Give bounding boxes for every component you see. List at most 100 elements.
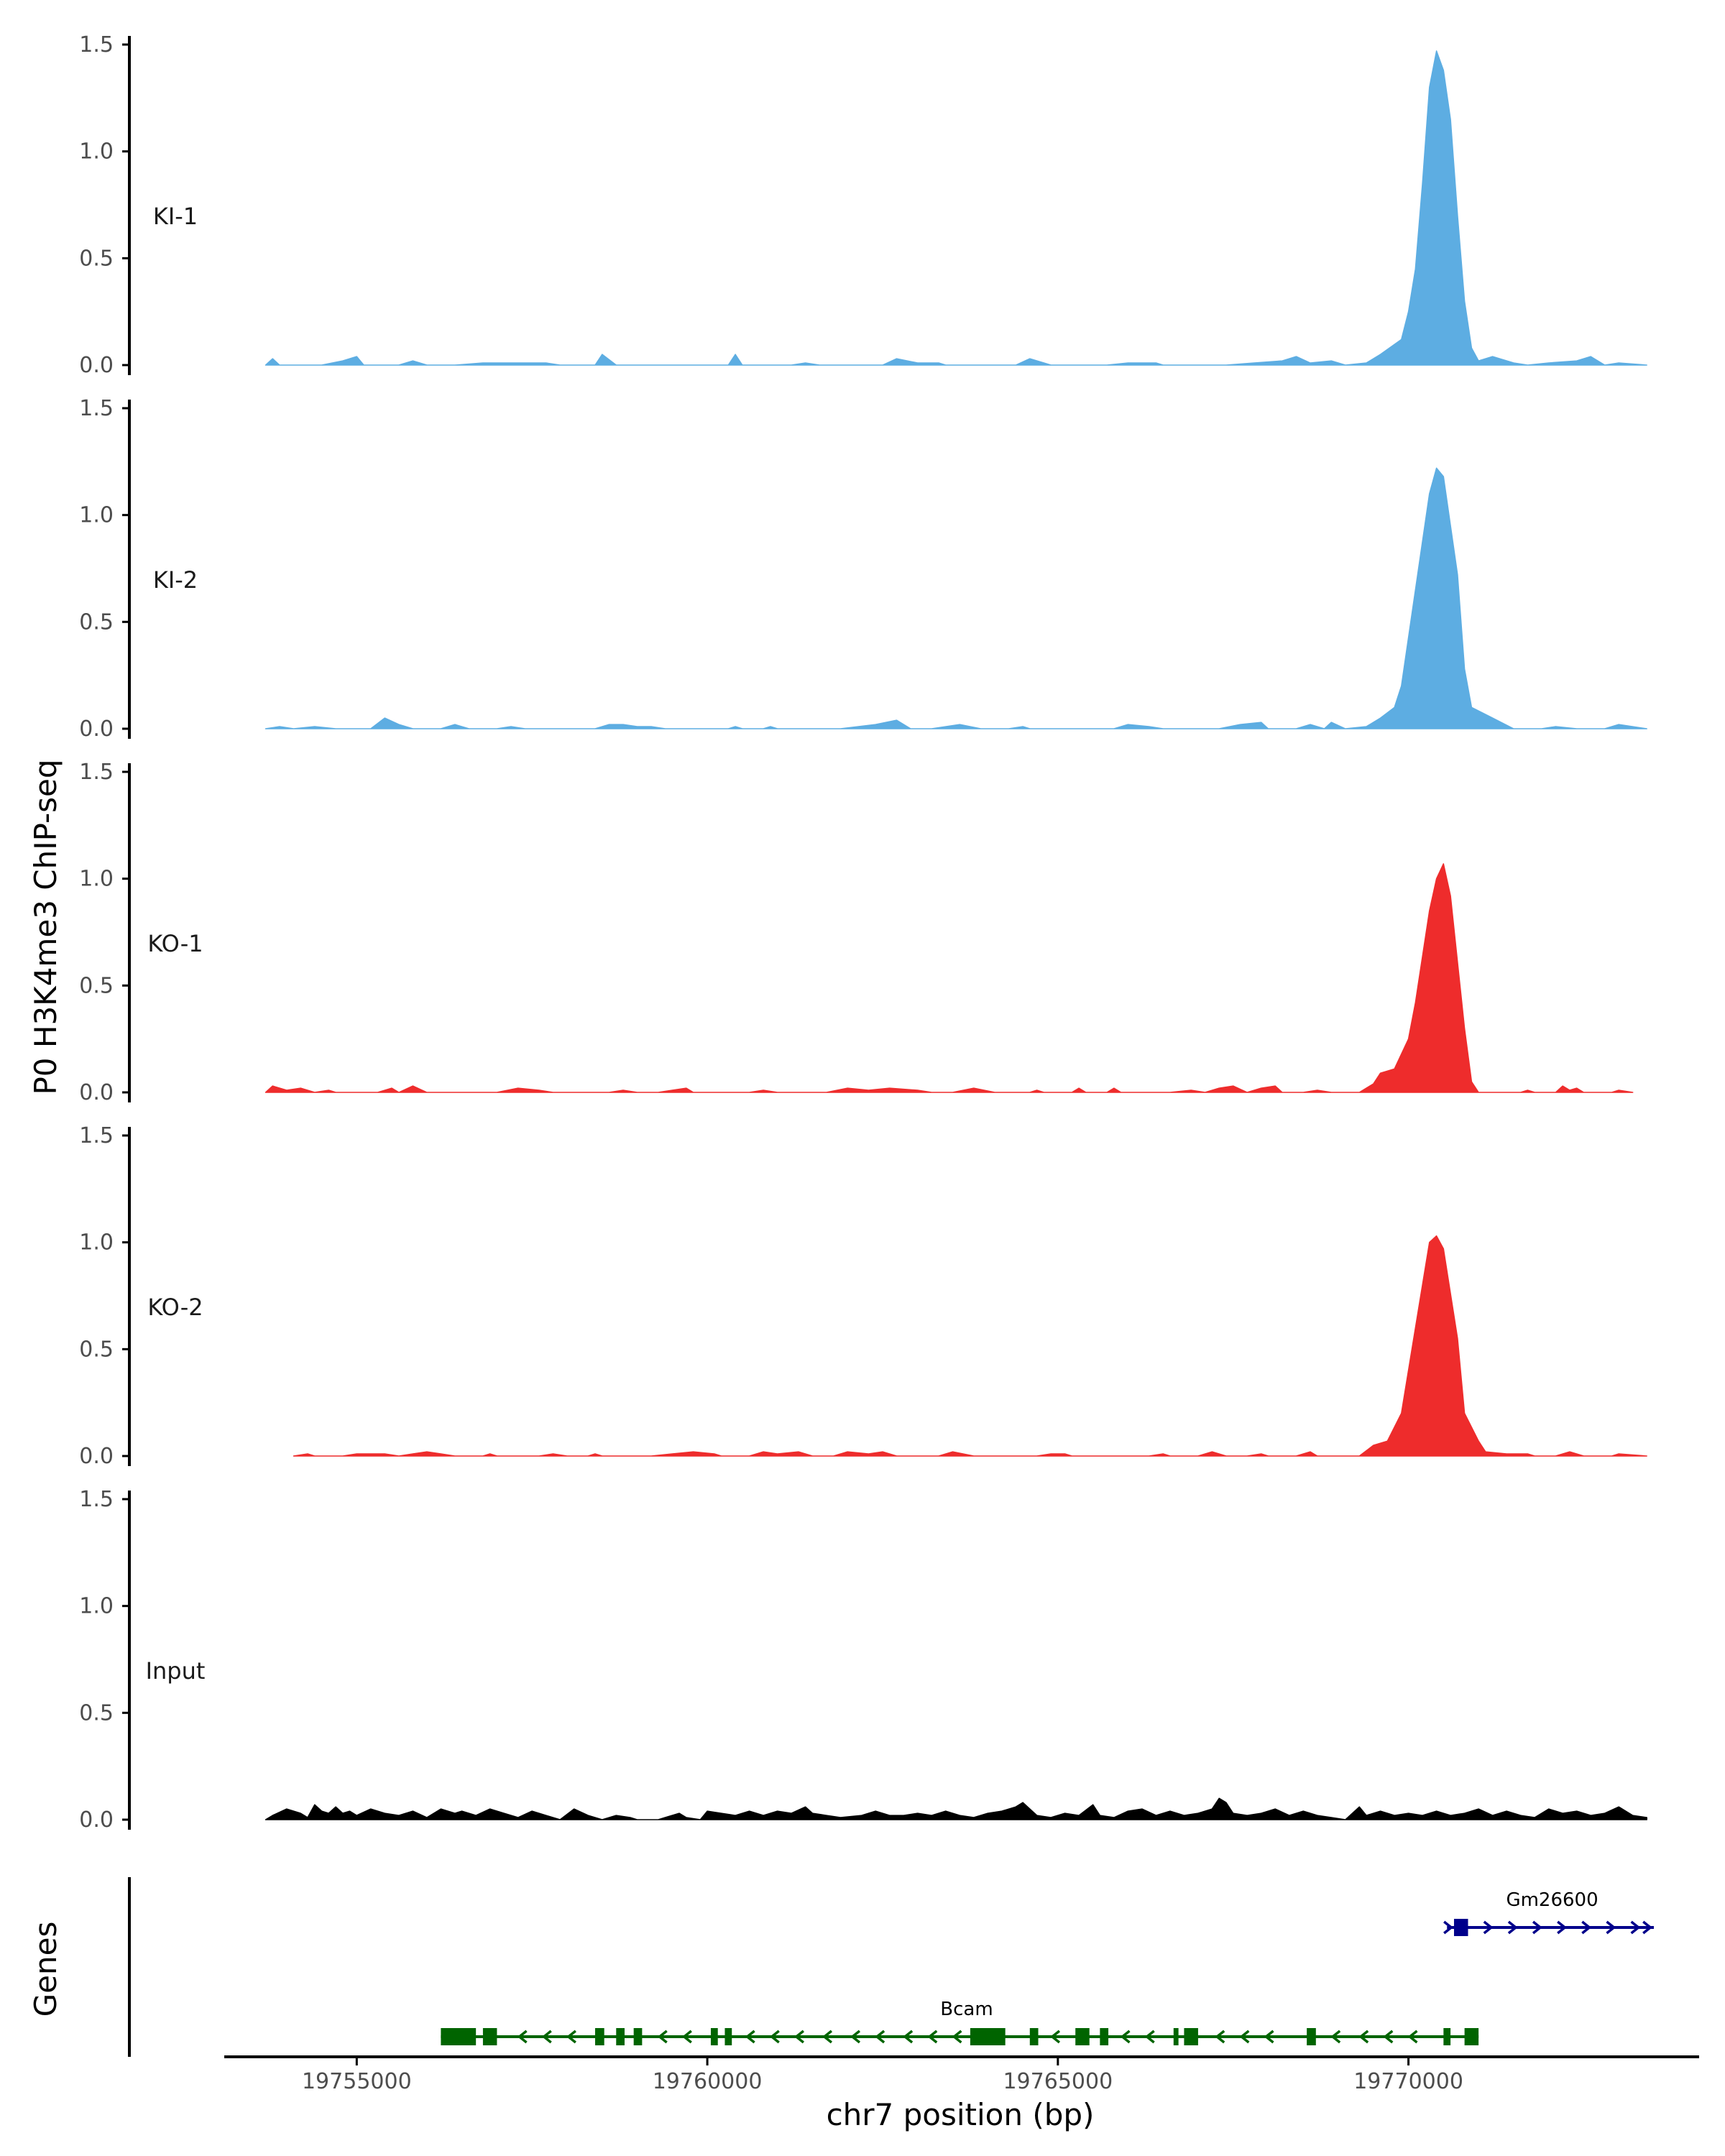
strand-arrow [745,2030,755,2044]
y-tick-label: 1.5 [79,1123,114,1148]
x-tick-label: 19770000 [1353,2069,1463,2094]
strand-arrow [1557,1920,1567,1935]
y-tick-label: 1.0 [79,1230,114,1256]
gene-exon [1075,2028,1090,2045]
genes-track-label: Genes [28,1922,63,2017]
track-input: 0.0 0.5 1.0 1.5 Input [79,1487,1647,1833]
strand-arrow [875,2030,886,2044]
y-tick-label: 0.0 [79,1444,114,1469]
gene-exon [1173,2028,1179,2045]
x-tick-label: 19760000 [653,2069,763,2094]
y-tick-label: 0.5 [79,609,114,635]
gene-exon [1453,1919,1468,1936]
track-ki-2: 0.0 0.5 1.0 1.5 KI-2 [79,396,1647,742]
gene-name-label: Gm26600 [1506,1889,1598,1911]
track-label: KI-2 [153,566,198,594]
gene-exon [482,2028,497,2045]
gene-exon [616,2028,625,2045]
strand-arrow [657,2030,668,2044]
track-label: KO-1 [147,930,203,957]
gene-exon [1100,2028,1109,2045]
strand-arrow [541,2030,552,2044]
gene-gm26600: Gm26600 [1443,1889,1654,1936]
y-tick-label: 1.0 [79,139,114,165]
strand-arrow [1215,2030,1225,2044]
gene-exon [970,2028,1006,2045]
strand-arrow [1120,2030,1131,2044]
y-tick-label: 1.0 [79,867,114,892]
strand-arrow [682,2030,692,2044]
strand-arrow [566,2030,576,2044]
track-label: KI-1 [153,203,198,230]
strand-arrow [822,2030,833,2044]
signal-area [293,1235,1647,1457]
y-tick-label: 0.5 [79,1337,114,1362]
gene-bcam: Bcam [441,1999,1479,2045]
x-tick-label: 19765000 [1003,2069,1113,2094]
signal-area [264,863,1634,1093]
gene-exon [1307,2028,1316,2045]
strand-arrow [927,2030,938,2044]
strand-arrow [517,2030,528,2044]
strand-arrow [794,2030,804,2044]
strand-arrow [1642,1920,1652,1935]
x-tick-label: 19755000 [302,2069,412,2094]
y-tick-label: 1.5 [79,32,114,57]
strand-arrow [769,2030,780,2044]
gene-exon [1184,2028,1198,2045]
strand-arrow [903,2030,914,2044]
track-ko-1: 0.0 0.5 1.0 1.5 KO-1 [79,760,1634,1105]
gene-exon [441,2028,477,2045]
x-axis: 19755000 19760000 19765000 19770000 [224,2055,1699,2094]
strand-arrow [1581,1920,1592,1935]
strand-arrow [1507,1920,1518,1935]
y-tick-label: 0.5 [79,1700,114,1726]
strand-arrow [1443,1920,1453,1935]
y-axis-title: P0 H3K4me3 ChIP-seq [28,759,63,1095]
strand-arrow [1330,2030,1341,2044]
gene-exon [1464,2028,1479,2045]
y-tick-label: 0.5 [79,246,114,271]
strand-arrow [1630,1920,1641,1935]
signal-area [264,467,1647,729]
x-axis-title: chr7 position (bp) [827,2097,1095,2132]
gene-exon [594,2028,604,2045]
strand-arrow [1358,2030,1369,2044]
y-tick-label: 0.0 [79,1807,114,1833]
gene-exon [633,2028,643,2045]
gene-name-label: Bcam [940,1999,993,2020]
y-tick-label: 1.5 [79,1487,114,1512]
strand-arrow [850,2030,861,2044]
gene-exon [724,2028,732,2045]
y-tick-label: 0.5 [79,973,114,998]
track-label: KO-2 [147,1294,203,1321]
signal-area [264,1797,1647,1820]
gene-exon [710,2028,718,2045]
gene-exon [1029,2028,1039,2045]
y-tick-label: 1.0 [79,1594,114,1619]
strand-arrow [1239,2030,1250,2044]
strand-arrow [952,2030,962,2044]
track-ko-2: 0.0 0.5 1.0 1.5 KO-2 [79,1123,1647,1469]
signal-area [264,50,1647,366]
y-tick-label: 1.0 [79,503,114,528]
strand-arrow [1383,2030,1394,2044]
strand-arrow [1144,2030,1155,2044]
strand-arrow [1407,2030,1418,2044]
strand-arrow [1606,1920,1616,1935]
strand-arrow [1264,2030,1274,2044]
y-tick-label: 1.5 [79,396,114,421]
track-ki-1: 0.0 0.5 1.0 1.5 KI-1 [79,32,1647,378]
strand-arrow [1483,1920,1494,1935]
genes-track: Genes Bcam Gm26600 [28,1877,1654,2057]
strand-arrow [1050,2030,1061,2044]
y-tick-label: 1.5 [79,760,114,785]
y-tick-label: 0.0 [79,1080,114,1105]
tracks-layer: 0.0 0.5 1.0 1.5 KI-1 0.0 0.5 1.0 1.5 KI-2 0.0 0.5 1.… [79,32,1647,1833]
track-label: Input [146,1657,206,1685]
y-tick-label: 0.0 [79,353,114,378]
gene-exon [1443,2028,1451,2045]
y-tick-label: 0.0 [79,717,114,742]
strand-arrow [1532,1920,1542,1935]
